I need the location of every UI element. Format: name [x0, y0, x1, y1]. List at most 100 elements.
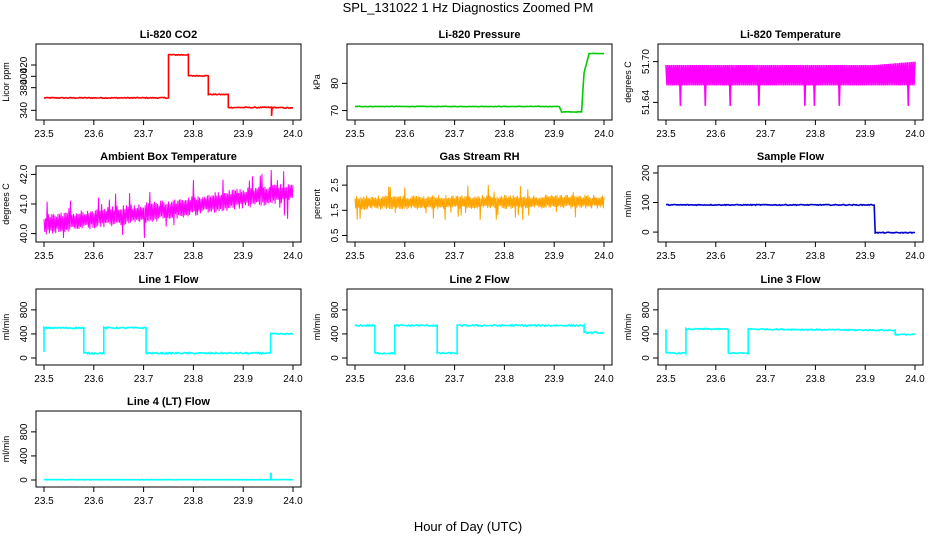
panel-title: Li-820 Pressure — [439, 29, 521, 41]
panel-4: Ambient Box Temperature degrees C 23.5 23.6… — [1, 151, 303, 262]
x-tick-label: 23.8 — [806, 129, 826, 140]
y-tick-label: 0.5 — [330, 228, 341, 242]
panel-1: Li-820 CO2 Licor ppm 23.5 23.6 23.7 23.8 23.9 2… — [1, 29, 303, 140]
x-tick-label: 24.0 — [594, 129, 614, 140]
x-tick-label: 24.0 — [905, 251, 925, 262]
y-tick-label: 800 — [19, 301, 30, 318]
y-tick-label: 800 — [641, 301, 652, 318]
x-tick-label: 23.7 — [134, 374, 154, 385]
panel-title: Line 2 Flow — [450, 274, 510, 286]
panel-frame — [35, 43, 302, 121]
x-tick-label: 23.5 — [656, 129, 676, 140]
panel-9: Line 3 Flow ml/min 23.5 23.6 23.7 23.8 23.9 24.… — [623, 274, 925, 385]
y-tick-label: 0 — [19, 355, 30, 361]
y-axis-label: ml/min — [623, 191, 633, 218]
y-tick-label: 380 — [19, 79, 30, 96]
x-tick-label: 23.5 — [345, 129, 365, 140]
y-axis-label: ml/min — [1, 314, 11, 341]
x-tick-label: 23.6 — [84, 374, 104, 385]
x-tick-label: 23.8 — [495, 129, 515, 140]
series-line — [43, 325, 294, 356]
x-tick-label: 23.5 — [34, 374, 54, 385]
y-tick-label: 800 — [19, 423, 30, 440]
x-tick-label: 23.5 — [34, 251, 54, 262]
panel-title: Gas Stream RH — [439, 151, 519, 163]
y-axis-label: percent — [312, 188, 322, 219]
series-line — [355, 52, 605, 114]
panel-7: Line 1 Flow ml/min 23.5 23.6 23.7 23.8 23.9 24.… — [1, 274, 303, 385]
x-tick-label: 23.8 — [806, 251, 826, 262]
y-tick-label: 51.64 — [641, 89, 652, 114]
y-tick-label: 70 — [330, 105, 341, 117]
figure-x-axis-label: Hour of Day (UTC) — [414, 519, 522, 534]
x-tick-label: 23.6 — [395, 374, 415, 385]
x-tick-label: 23.5 — [345, 251, 365, 262]
y-tick-label: 41.0 — [19, 194, 30, 214]
y-tick-label: 100 — [641, 194, 652, 211]
y-tick-label: 200 — [641, 164, 652, 181]
panel-3: Li-820 Temperature degrees C 23.5 23.6 23.7 2… — [623, 29, 925, 140]
x-tick-label: 23.7 — [445, 129, 465, 140]
x-tick-label: 23.7 — [756, 129, 776, 140]
y-tick-label: 400 — [19, 325, 30, 342]
x-tick-label: 23.7 — [756, 374, 776, 385]
x-tick-label: 23.7 — [134, 496, 154, 507]
y-tick-label: 1.5 — [330, 203, 341, 217]
y-axis-label: ml/min — [312, 314, 322, 341]
x-tick-label: 23.7 — [445, 374, 465, 385]
panel-frame — [657, 43, 924, 121]
y-tick-label: 0 — [19, 477, 30, 483]
panel-5: Gas Stream RH percent 23.5 23.6 23.7 23.8 23.9… — [312, 151, 614, 262]
x-tick-label: 23.9 — [233, 251, 253, 262]
x-tick-label: 23.8 — [495, 374, 515, 385]
x-tick-label: 23.9 — [233, 374, 253, 385]
x-tick-label: 23.9 — [855, 129, 875, 140]
x-tick-label: 24.0 — [594, 374, 614, 385]
panel-2: Li-820 Pressure kPa 23.5 23.6 23.7 23.8 23.9 24… — [312, 29, 614, 140]
x-tick-label: 23.6 — [84, 496, 104, 507]
x-tick-label: 23.7 — [445, 251, 465, 262]
series-line — [43, 169, 294, 239]
y-tick-label: 400 — [641, 325, 652, 342]
panel-title: Line 1 Flow — [139, 274, 199, 286]
y-axis-label: ml/min — [623, 314, 633, 341]
series-line — [666, 203, 916, 235]
y-tick-label: 400 — [19, 447, 30, 464]
x-tick-label: 23.6 — [84, 251, 104, 262]
y-tick-label: 80 — [330, 77, 341, 89]
x-tick-label: 24.0 — [594, 251, 614, 262]
x-tick-label: 23.5 — [34, 496, 54, 507]
y-tick-label: 420 — [19, 56, 30, 73]
panel-title: Sample Flow — [757, 151, 825, 163]
y-tick-label: 40.0 — [19, 223, 30, 243]
y-axis-label: Licor ppm — [1, 62, 11, 102]
series-line — [665, 326, 916, 356]
x-tick-label: 23.9 — [544, 251, 564, 262]
panel-frame — [35, 288, 302, 366]
y-tick-label: 340 — [19, 102, 30, 119]
x-tick-label: 23.9 — [855, 374, 875, 385]
x-tick-label: 24.0 — [283, 129, 303, 140]
x-tick-label: 23.8 — [495, 251, 515, 262]
panel-frame — [657, 288, 924, 366]
x-tick-label: 23.6 — [84, 129, 104, 140]
series-line — [43, 472, 294, 481]
x-tick-label: 23.9 — [233, 129, 253, 140]
y-axis-label: degrees C — [1, 183, 11, 225]
x-tick-label: 23.6 — [395, 129, 415, 140]
x-tick-label: 23.6 — [706, 374, 726, 385]
x-tick-label: 23.8 — [184, 251, 204, 262]
panel-title: Line 4 (LT) Flow — [127, 396, 210, 408]
y-tick-label: 0 — [641, 229, 652, 235]
y-axis-label: kPa — [312, 74, 322, 90]
x-tick-label: 23.5 — [345, 374, 365, 385]
figure-title: SPL_131022 1 Hz Diagnostics Zoomed PM — [343, 0, 594, 15]
x-tick-label: 23.8 — [184, 374, 204, 385]
y-tick-label: 42.0 — [19, 164, 30, 184]
panel-title: Li-820 Temperature — [740, 29, 841, 41]
x-tick-label: 23.9 — [855, 251, 875, 262]
x-tick-label: 23.6 — [706, 129, 726, 140]
panel-frame — [346, 288, 613, 366]
x-tick-label: 23.9 — [544, 129, 564, 140]
series-line — [354, 184, 605, 220]
